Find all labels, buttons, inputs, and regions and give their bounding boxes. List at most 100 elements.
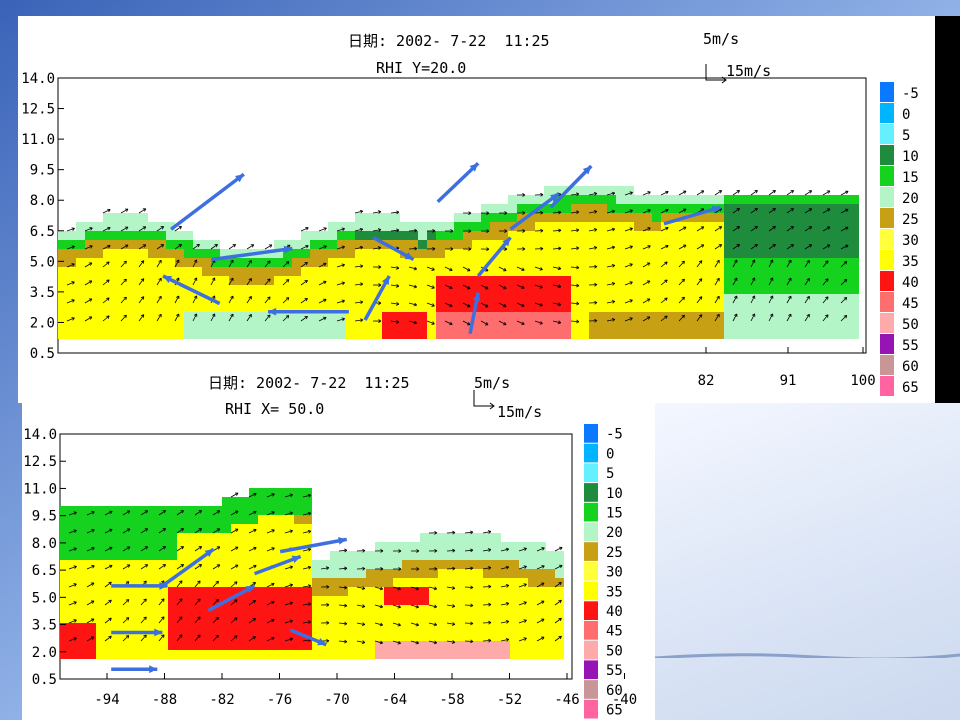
- reflectivity-cell: [303, 524, 312, 533]
- reflectivity-cell: [420, 578, 429, 587]
- reflectivity-cell: [85, 330, 94, 339]
- reflectivity-cell: [670, 258, 679, 267]
- reflectivity-cell: [814, 240, 823, 249]
- reflectivity-cell: [598, 267, 607, 276]
- wind-arrowhead: [179, 244, 182, 248]
- reflectivity-cell: [796, 312, 805, 321]
- reflectivity-cell: [267, 641, 276, 650]
- reflectivity-cell: [481, 231, 490, 240]
- reflectivity-cell: [204, 542, 213, 551]
- reflectivity-cell: [148, 276, 157, 285]
- reflectivity-cell: [474, 533, 483, 542]
- wind-arrowhead: [539, 323, 543, 325]
- wind-arrowhead: [504, 247, 508, 250]
- reflectivity-cell: [285, 641, 294, 650]
- wind-arrowhead: [360, 319, 364, 323]
- reflectivity-cell: [67, 240, 76, 249]
- reflectivity-cell: [238, 285, 247, 294]
- wind-arrowhead: [344, 549, 348, 553]
- reflectivity-cell: [411, 614, 420, 623]
- reflectivity-cell: [652, 303, 661, 312]
- wind-arrow: [606, 300, 615, 304]
- wind-arrow: [372, 211, 381, 214]
- reflectivity-cell: [436, 312, 445, 321]
- reflectivity-cell: [384, 614, 393, 623]
- reflectivity-cell: [96, 641, 105, 650]
- wind-arrowhead: [267, 278, 271, 281]
- wind-arrow: [156, 313, 162, 322]
- reflectivity-cell: [483, 551, 492, 560]
- reflectivity-cell: [85, 222, 94, 231]
- wind-arrowhead: [522, 267, 525, 271]
- reflectivity-cell: [357, 605, 366, 614]
- reflectivity-cell: [679, 330, 688, 339]
- wind-arrow: [536, 636, 545, 642]
- reflectivity-cell: [427, 267, 436, 276]
- wind-arrow: [86, 600, 95, 606]
- reflectivity-cell: [580, 321, 589, 330]
- wind-arrowhead: [828, 226, 831, 230]
- wind-arrow: [338, 567, 348, 570]
- reflectivity-cell: [490, 213, 499, 222]
- reflectivity-cell: [454, 321, 463, 330]
- reflectivity-cell: [274, 249, 283, 258]
- reflectivity-cell: [537, 569, 546, 578]
- wind-arrowhead: [413, 304, 417, 307]
- legend-label: 65: [606, 703, 623, 719]
- reflectivity-cell: [321, 632, 330, 641]
- reflectivity-cell: [733, 312, 742, 321]
- reflectivity-cell: [391, 303, 400, 312]
- wind-arrowhead: [289, 493, 293, 495]
- wind-arrowhead: [773, 226, 776, 230]
- reflectivity-cell: [184, 303, 193, 312]
- wind-arrow: [518, 548, 527, 552]
- wind-arrow: [194, 598, 201, 606]
- wind-arrowhead: [681, 278, 685, 281]
- reflectivity-cell: [346, 258, 355, 267]
- reflectivity-cell: [204, 587, 213, 596]
- wind-arrow: [86, 529, 95, 534]
- wind-arrowhead: [92, 600, 95, 604]
- wind-arrowhead: [359, 264, 364, 267]
- reflectivity-cell: [132, 641, 141, 650]
- wind-arrowhead: [344, 548, 348, 551]
- wind-arrowhead: [594, 193, 598, 196]
- reflectivity-cell: [436, 231, 445, 240]
- wind-arrow: [714, 278, 720, 286]
- reflectivity-cell: [625, 249, 634, 258]
- legend-label: 10: [902, 149, 919, 165]
- wind-arrowhead: [125, 581, 129, 583]
- wind-arrowhead: [290, 584, 293, 588]
- wind-arrow: [212, 510, 221, 516]
- reflectivity-cell: [276, 578, 285, 587]
- reflectivity-cell: [96, 560, 105, 569]
- reflectivity-cell: [490, 267, 499, 276]
- wind-arrowhead: [522, 229, 526, 232]
- reflectivity-cell: [247, 285, 256, 294]
- legend-swatch: [880, 208, 894, 228]
- reflectivity-cell: [733, 330, 742, 339]
- wind-arrow: [840, 208, 849, 214]
- wind-arrow: [678, 278, 685, 286]
- reflectivity-cell: [546, 650, 555, 659]
- wind-arrowhead: [181, 546, 184, 550]
- reflectivity-cell: [60, 524, 69, 533]
- wind-arrow: [588, 247, 597, 250]
- reflectivity-cell: [598, 276, 607, 285]
- wind-arrowhead: [128, 546, 131, 550]
- reflectivity-cell: [175, 276, 184, 285]
- wind-arrowhead: [272, 601, 275, 605]
- reflectivity-cell: [429, 542, 438, 551]
- wind-arrowhead: [341, 245, 345, 248]
- reflectivity-cell: [58, 312, 67, 321]
- reflectivity-cell: [121, 330, 130, 339]
- reflectivity-cell: [112, 294, 121, 303]
- legend-swatch: [880, 355, 894, 375]
- wind-arrow: [246, 260, 252, 268]
- reflectivity-cell: [571, 303, 580, 312]
- wind-arrowhead: [846, 191, 849, 195]
- wind-arrow: [606, 228, 615, 232]
- reflectivity-cell: [553, 321, 562, 330]
- wind-arrowhead: [737, 208, 740, 212]
- wind-arrowhead: [716, 313, 720, 316]
